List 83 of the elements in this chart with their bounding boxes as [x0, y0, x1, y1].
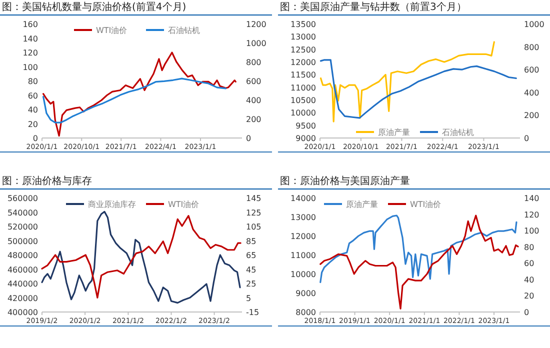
legend-label: 石油钻机 [168, 26, 200, 35]
y-tick-label: 60 [28, 91, 38, 100]
y-tick-label: 160 [22, 20, 38, 29]
y-tick-label: 120 [22, 48, 38, 58]
chart-title: 图：美国钻机数量与原油价格(前置4个月) [2, 1, 186, 13]
y2-tick-label: 200 [246, 115, 262, 124]
line-series [320, 214, 518, 284]
y2-tick-label: 0 [524, 134, 530, 143]
y2-tick-label: 600 [524, 66, 540, 75]
y2-tick-label: 20 [524, 292, 534, 301]
y2-tick-label: 145 [246, 194, 262, 203]
legend-label: 商业原油库存 [88, 200, 136, 209]
y2-tick-label: 125 [246, 208, 262, 218]
y-tick-label: 11000 [290, 83, 316, 92]
y2-tick-label: 140 [524, 194, 540, 203]
y2-tick-label: 400 [524, 88, 540, 98]
y-tick-label: 400000 [7, 308, 38, 317]
y-tick-label: 20 [28, 120, 38, 129]
y-tick-label: 10500 [290, 96, 316, 105]
y2-tick-label: 100 [524, 226, 540, 236]
y2-tick-label: -15 [246, 308, 260, 317]
chart-title: 图：原油价格与美国原油产量 [280, 175, 410, 187]
y-tick-label: 11500 [290, 70, 316, 80]
y-tick-label: 10000 [290, 270, 316, 279]
chart-title: 图：原油价格与库存 [2, 175, 92, 187]
chart-title: 图：美国原油产量与钻井数（前置3个月） [280, 1, 466, 13]
y2-tick-label: 400 [246, 96, 262, 105]
y-tick-label: 480000 [7, 251, 38, 260]
y2-tick-label: 120 [524, 210, 540, 220]
legend-label: WTI油价 [410, 200, 442, 209]
y-tick-label: 14000 [290, 194, 316, 203]
line-series [320, 41, 495, 122]
y-tick-label: 0 [32, 134, 38, 143]
y2-tick-label: 80 [524, 242, 534, 252]
y2-tick-label: 40 [524, 275, 534, 284]
y-tick-label: 420000 [7, 294, 38, 303]
legend-label: 原油产量 [378, 128, 410, 137]
y-tick-label: 460000 [7, 265, 38, 274]
y-tick-label: 8000 [296, 308, 316, 317]
y2-tick-label: 85 [246, 236, 256, 246]
line-series [42, 78, 227, 124]
legend-label: WTI油价 [96, 26, 128, 35]
y-tick-label: 12000 [290, 58, 316, 67]
y-tick-label: 13500 [290, 20, 316, 29]
y-tick-label: 40 [28, 106, 38, 114]
y-tick-label: 9000 [296, 134, 316, 143]
y-tick-label: 13000 [290, 32, 316, 42]
y2-tick-label: 600 [246, 77, 262, 86]
y-tick-label: 520000 [7, 222, 38, 232]
y2-tick-label: 105 [246, 222, 262, 232]
line-series [42, 52, 236, 137]
y-tick-label: 9500 [296, 121, 316, 130]
y-tick-label: 12500 [290, 45, 316, 54]
y2-tick-label: 25 [246, 280, 256, 288]
y2-tick-label: 0 [524, 308, 530, 317]
y2-tick-label: 1000 [246, 39, 266, 48]
y-tick-label: 100 [22, 62, 38, 72]
y-tick-label: 560000 [7, 194, 38, 203]
y-tick-label: 540000 [7, 208, 38, 218]
y2-tick-label: 200 [524, 111, 540, 120]
y-tick-label: 12000 [290, 232, 316, 241]
y-tick-label: 13000 [290, 213, 316, 222]
legend-label: WTI油价 [168, 200, 200, 209]
y2-tick-label: 1200 [246, 20, 266, 29]
y2-tick-label: 5 [246, 294, 252, 303]
y-tick-label: 80 [28, 77, 38, 86]
y2-tick-label: 60 [524, 259, 534, 268]
y-tick-label: 500000 [7, 236, 38, 246]
line-series [320, 214, 519, 310]
y2-tick-label: 800 [246, 58, 262, 67]
y-tick-label: 140 [22, 34, 38, 44]
line-series [320, 59, 517, 119]
y2-tick-label: 0 [246, 134, 252, 143]
y-tick-label: 440000 [7, 280, 38, 288]
y2-tick-label: 65 [246, 251, 256, 260]
y2-tick-label: 1000 [524, 20, 544, 29]
y-tick-label: 11000 [290, 251, 316, 260]
y-tick-label: 10000 [290, 108, 316, 118]
legend-label: 原油产量 [346, 200, 378, 209]
legend-label: 石油钻机 [442, 128, 474, 137]
y-tick-label: 9000 [296, 289, 316, 298]
y2-tick-label: 45 [246, 265, 256, 274]
y2-tick-label: 800 [524, 42, 540, 52]
